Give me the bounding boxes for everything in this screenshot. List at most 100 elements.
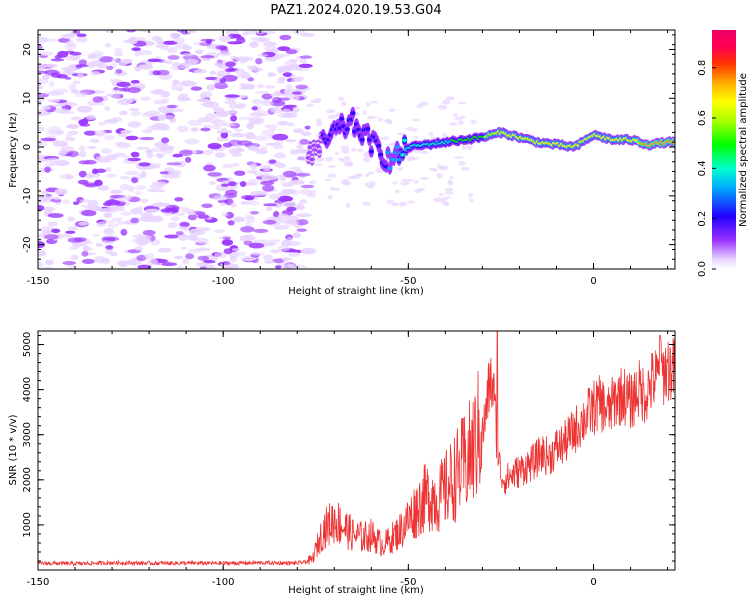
noise-blob xyxy=(62,261,77,265)
noise-blob xyxy=(260,145,268,151)
ridge-mark xyxy=(385,150,391,155)
transition-blob xyxy=(468,193,474,198)
noise-blob xyxy=(175,212,186,216)
noise-blob xyxy=(300,131,312,137)
noise-blob xyxy=(64,43,77,51)
noise-blob xyxy=(248,179,260,184)
noise-blob xyxy=(111,117,123,122)
chart-title: PAZ1.2024.020.19.53.G04 xyxy=(270,3,441,18)
transition-blob xyxy=(329,109,335,113)
transition-blob xyxy=(334,187,341,191)
noise-blob xyxy=(62,199,70,205)
noise-blob xyxy=(224,100,237,105)
ridge-mark xyxy=(672,142,675,145)
ridge-mark xyxy=(365,126,371,131)
ridge-mark xyxy=(339,117,345,121)
noise-blob xyxy=(116,142,131,149)
noise-blob xyxy=(58,233,73,238)
transition-blob xyxy=(406,200,415,204)
transition-blob xyxy=(406,156,415,162)
transition-blob xyxy=(327,195,334,200)
y-tick-label: 1000 xyxy=(22,512,33,537)
noise-blob xyxy=(154,88,163,93)
noise-blob xyxy=(228,148,242,154)
noise-blob xyxy=(295,144,304,149)
noise-blob xyxy=(179,221,190,227)
noise-blob xyxy=(105,167,112,172)
noise-blob xyxy=(281,112,298,119)
noise-blob xyxy=(120,129,133,134)
noise-blob xyxy=(195,227,211,232)
noise-blob xyxy=(228,103,238,109)
noise-blob xyxy=(203,124,214,129)
ridge-mark xyxy=(350,111,356,115)
noise-blob xyxy=(65,230,76,234)
transition-blob xyxy=(347,161,353,166)
noise-blob xyxy=(272,258,285,264)
transition-blob xyxy=(442,196,448,202)
noise-blob xyxy=(116,220,125,226)
transition-blob xyxy=(398,201,408,207)
noise-blob xyxy=(187,248,202,254)
noise-blob xyxy=(162,60,173,64)
noise-blob xyxy=(294,169,303,173)
transition-blob xyxy=(351,147,357,152)
noise-blob xyxy=(269,249,281,254)
noise-blob xyxy=(178,160,186,168)
noise-blob xyxy=(42,74,50,80)
noise-blob xyxy=(131,177,139,184)
noise-blob xyxy=(77,179,89,185)
transition-blob xyxy=(340,179,350,185)
noise-blob xyxy=(282,258,290,262)
transition-blob xyxy=(412,118,420,122)
noise-blob xyxy=(65,55,81,62)
noise-blob xyxy=(248,120,264,125)
noise-blob xyxy=(185,253,195,260)
noise-blob xyxy=(78,170,87,178)
noise-blob xyxy=(229,256,238,263)
noise-blob xyxy=(166,46,178,54)
transition-blob xyxy=(306,193,317,198)
ridge-mark xyxy=(359,137,365,142)
noise-blob xyxy=(260,180,275,186)
y-tick-label: -20 xyxy=(22,236,33,252)
noise-blob xyxy=(115,68,123,74)
transition-blob xyxy=(461,146,467,150)
transition-blob xyxy=(466,145,473,150)
noise-blob xyxy=(288,252,301,257)
noise-blob xyxy=(221,212,229,217)
transition-blob xyxy=(420,150,429,155)
noise-blob xyxy=(300,32,316,37)
noise-blob xyxy=(106,93,113,97)
noise-blob xyxy=(125,171,139,176)
transition-blob xyxy=(314,156,325,162)
noise-blob xyxy=(172,153,183,158)
noise-blob xyxy=(230,56,237,60)
noise-blob xyxy=(86,146,97,149)
noise-blob xyxy=(290,79,300,83)
noise-blob xyxy=(299,57,307,64)
noise-blob xyxy=(213,107,225,113)
noise-blob xyxy=(105,244,114,251)
snr-frame xyxy=(37,330,676,571)
noise-blob xyxy=(283,220,300,226)
noise-blob xyxy=(270,106,285,114)
noise-blob xyxy=(277,213,290,220)
noise-blob xyxy=(95,156,112,161)
noise-blob xyxy=(177,264,184,269)
noise-blob xyxy=(167,222,179,229)
y-tick-label: 0 xyxy=(22,144,33,150)
noise-blob xyxy=(224,198,234,206)
noise-blob xyxy=(180,246,188,250)
noise-blob xyxy=(127,185,135,192)
noise-blob xyxy=(96,221,106,228)
noise-blob xyxy=(127,157,141,162)
noise-blob xyxy=(222,163,234,169)
noise-blob xyxy=(239,181,247,187)
noise-blob xyxy=(83,159,97,165)
transition-blob xyxy=(379,136,390,141)
colorbar-tick-label: 0.8 xyxy=(697,60,708,76)
transition-blob xyxy=(339,145,350,150)
noise-blob xyxy=(91,233,100,237)
